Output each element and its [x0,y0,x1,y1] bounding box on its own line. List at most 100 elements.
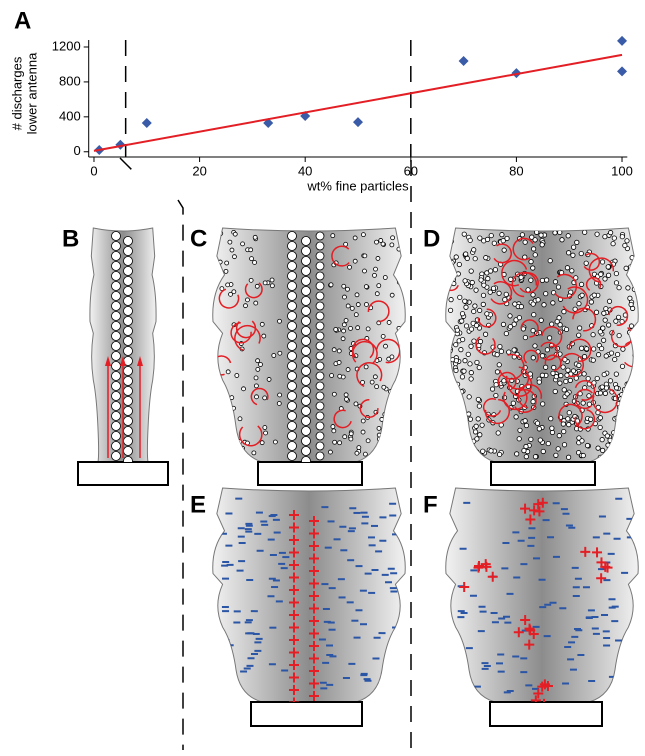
particle [469,370,473,374]
particle [449,450,453,454]
particle [486,276,490,280]
particle [328,450,332,454]
particle [603,391,607,395]
particle [263,281,267,285]
particle [479,278,483,282]
particle [577,333,581,337]
particle [457,397,461,401]
particle [316,262,324,270]
particle [475,450,479,454]
particle [491,286,495,290]
particle [562,388,566,392]
x-axis-label: wt% fine particles [306,178,409,193]
particle [278,393,282,397]
particle [565,266,569,270]
particle [124,277,133,286]
particle [467,395,471,399]
particle [565,392,569,396]
particle [256,359,260,363]
particle [463,299,467,303]
particle [478,339,482,343]
particle [316,412,324,420]
particle [631,413,635,417]
particle [630,276,634,280]
particle [495,370,499,374]
particle [584,347,588,351]
particle [469,327,473,331]
x-tick-label: 40 [298,163,312,178]
particle [561,365,565,369]
particle [463,441,467,445]
particle [302,347,311,356]
particle [454,255,458,259]
particle [332,348,336,352]
particle [626,286,630,290]
particle [490,387,494,391]
particle [624,423,628,427]
particle [288,332,297,341]
particle [344,318,348,322]
panel-label: B [62,225,79,252]
particle [224,269,228,273]
particle [377,284,381,288]
particle [478,433,482,437]
particle [571,245,575,249]
particle [575,240,579,244]
particle [228,240,232,244]
particle [288,402,297,411]
particle [633,394,637,398]
particle [302,237,311,246]
particle [124,307,133,316]
particle [377,426,381,430]
particle [540,402,544,406]
particle [536,298,540,302]
particle [457,408,461,412]
particle [316,352,324,360]
particle [390,452,394,456]
particle [372,273,376,277]
particle [564,327,568,331]
particle [346,304,350,308]
particle [330,374,334,378]
particle [273,440,277,444]
particle [588,417,592,421]
particle [459,347,463,351]
particle [613,357,617,361]
point [459,56,469,66]
particle [124,397,133,406]
particle [270,284,274,288]
electrode-base [78,462,168,485]
particle [591,333,595,337]
particle [302,437,311,446]
particle [450,432,454,436]
particle [591,358,595,362]
particle [494,382,498,386]
particle [288,412,297,421]
particle [538,438,542,442]
particle [250,257,254,261]
particle [484,255,488,259]
particle [514,415,518,419]
particle [620,364,624,368]
particle [381,242,385,246]
particle [342,323,346,327]
particle [626,435,630,439]
particle [112,342,121,351]
particle [288,442,297,451]
particle [601,338,605,342]
particle [342,329,346,333]
particle [501,322,505,326]
particle [630,378,634,382]
particle [507,350,511,354]
particle [124,327,133,336]
particle [529,437,533,441]
particle [621,347,625,351]
particle [112,272,121,281]
particle [331,425,335,429]
particle [529,278,533,282]
particle [387,320,391,324]
particle [630,276,634,280]
particle [480,423,484,427]
particle [316,282,324,290]
particle [124,337,133,346]
